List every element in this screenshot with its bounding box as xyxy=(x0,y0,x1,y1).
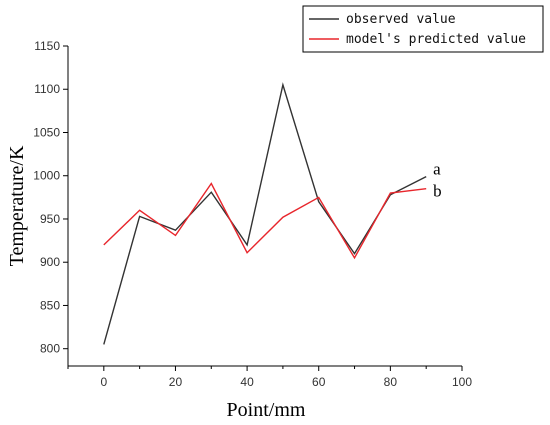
x-axis-title: Point/mm xyxy=(227,399,306,421)
y-tick-label: 850 xyxy=(40,298,60,312)
y-tick-label: 1100 xyxy=(34,82,60,96)
series-end-label-0: a xyxy=(433,160,441,179)
x-tick-label: 60 xyxy=(312,375,326,389)
y-axis-ticks: 800 850 900 950 1000 1050 1100 1150 xyxy=(33,39,68,356)
legend-label-observed: observed value xyxy=(346,12,456,27)
x-tick-label: 0 xyxy=(100,375,107,389)
legend-label-predicted: model's predicted value xyxy=(346,32,526,47)
x-tick-label: 40 xyxy=(240,375,254,389)
y-tick-label: 1050 xyxy=(33,125,60,139)
series-line-1 xyxy=(103,182,427,260)
x-tick-label: 100 xyxy=(452,375,472,389)
legend-box xyxy=(302,5,544,53)
legend: observed value model's predicted value xyxy=(302,5,544,53)
y-tick-label: 800 xyxy=(40,342,60,356)
series-end-label-1: b xyxy=(433,182,442,201)
series-group xyxy=(103,82,427,345)
y-tick-label: 1000 xyxy=(33,169,60,183)
y-tick-label: 1150 xyxy=(34,39,60,53)
y-tick-label: 900 xyxy=(40,255,60,269)
x-tick-label: 20 xyxy=(169,375,183,389)
series-end-labels: ab xyxy=(433,160,442,201)
y-tick-label: 950 xyxy=(40,212,60,226)
y-axis-title: Temperature/K xyxy=(6,145,28,266)
x-axis-ticks: 0 20 40 60 80 100 xyxy=(67,366,472,389)
x-tick-label: 80 xyxy=(384,375,398,389)
